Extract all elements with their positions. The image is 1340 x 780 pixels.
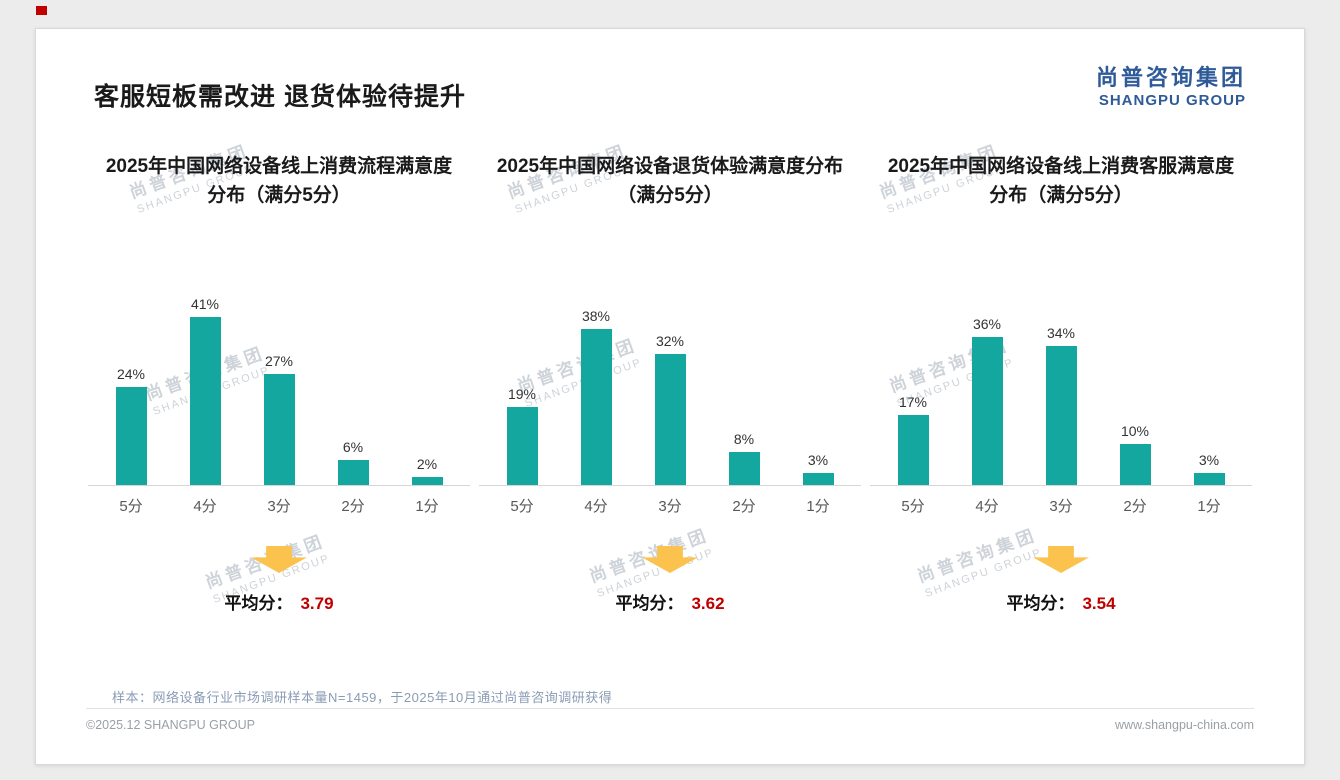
- x-axis-label: 5分: [510, 498, 534, 515]
- average-value: 3.79: [300, 594, 334, 613]
- bar-column: 3%: [789, 452, 847, 485]
- chart-return-satisfaction: 2025年中国网络设备退货体验满意度分布（满分5分） 19% 38% 32% 8% 3%…: [479, 153, 861, 614]
- x-axis-label: 3分: [1049, 498, 1073, 515]
- bar: [1193, 472, 1225, 485]
- bar-column: 8%: [715, 431, 773, 485]
- bar-chart: 19% 38% 32% 8% 3%: [479, 281, 861, 486]
- x-axis: 5分 4分 3分 2分 1分: [88, 486, 470, 516]
- bar: [411, 476, 443, 485]
- charts-row: 2025年中国网络设备线上消费流程满意度分布（满分5分） 24% 41% 27% 6%…: [36, 153, 1304, 614]
- x-axis-label: 4分: [975, 498, 999, 515]
- x-axis: 5分 4分 3分 2分 1分: [870, 486, 1252, 516]
- average-label: 平均分：: [224, 594, 293, 613]
- bar-column: 3%: [1180, 452, 1238, 485]
- down-arrow-icon: [1033, 546, 1089, 573]
- x-axis-label: 3分: [267, 498, 291, 515]
- bar-column: 19%: [493, 386, 551, 485]
- bar-column: 38%: [567, 308, 625, 485]
- bar-column: 34%: [1032, 325, 1090, 485]
- bar-value-label: 32%: [655, 332, 685, 349]
- bar-value-label: 38%: [581, 308, 611, 325]
- x-axis-label: 5分: [901, 498, 925, 515]
- bar-value-label: 17%: [898, 394, 928, 411]
- bar-column: 32%: [641, 333, 699, 485]
- website-text: www.shangpu-china.com: [1115, 718, 1254, 732]
- bar-value-label: 34%: [1046, 324, 1076, 341]
- bar-column: 17%: [884, 394, 942, 485]
- x-axis-label: 4分: [584, 498, 608, 515]
- slide-card: 尚普咨询集团 SHANGPU GROUP 尚普咨询集团 SHANGPU GROUP 尚普…: [35, 28, 1305, 765]
- average-label: 平均分：: [615, 594, 684, 613]
- corner-accent: [36, 6, 47, 15]
- chart-title: 2025年中国网络设备线上消费客服满意度分布（满分5分）: [887, 156, 1235, 206]
- header: 客服短板需改进 退货体验待提升 尚普咨询集团 SHANGPU GROUP: [36, 29, 1304, 113]
- chart-service-satisfaction: 2025年中国网络设备线上消费客服满意度分布（满分5分） 17% 36% 34% 10…: [870, 153, 1252, 614]
- x-axis-label: 2分: [732, 498, 756, 515]
- bar: [115, 386, 147, 485]
- down-arrow-icon: [642, 546, 698, 573]
- average-score: 平均分： 3.79: [88, 589, 470, 614]
- down-arrow-icon: [251, 546, 307, 573]
- average-score: 平均分： 3.62: [479, 589, 861, 614]
- bar-value-label: 8%: [733, 431, 755, 448]
- bar-column: 41%: [176, 296, 234, 485]
- x-axis-label: 1分: [1197, 498, 1221, 515]
- bar-column: 36%: [958, 316, 1016, 485]
- company-logo: 尚普咨询集团 SHANGPU GROUP: [1096, 65, 1246, 110]
- bar-value-label: 3%: [807, 451, 829, 468]
- bar: [189, 316, 221, 485]
- x-axis-label: 1分: [415, 498, 439, 515]
- bar: [506, 407, 538, 485]
- bar-chart: 24% 41% 27% 6% 2%: [88, 281, 470, 486]
- chart-title: 2025年中国网络设备线上消费流程满意度分布（满分5分）: [105, 156, 453, 206]
- x-axis-label: 5分: [119, 498, 143, 515]
- bar: [654, 353, 686, 485]
- footer-bar: ©2025.12 SHANGPU GROUP www.shangpu-china…: [86, 708, 1254, 732]
- bar: [897, 415, 929, 485]
- bar: [263, 374, 295, 485]
- bar: [337, 460, 369, 485]
- logo-text-cn: 尚普咨询集团: [1095, 65, 1246, 90]
- bar: [971, 337, 1003, 485]
- bar-column: 10%: [1106, 423, 1164, 485]
- bar: [802, 472, 834, 485]
- x-axis-label: 1分: [806, 498, 830, 515]
- average-value: 3.54: [1082, 594, 1116, 613]
- bar-chart: 17% 36% 34% 10% 3%: [870, 281, 1252, 486]
- bar-column: 2%: [398, 456, 456, 485]
- copyright-text: ©2025.12 SHANGPU GROUP: [86, 718, 255, 732]
- page-title: 客服短板需改进 退货体验待提升: [94, 83, 466, 111]
- bar-value-label: 2%: [416, 455, 438, 472]
- average-value: 3.62: [691, 594, 725, 613]
- bar-value-label: 27%: [264, 353, 294, 370]
- average-score: 平均分： 3.54: [870, 589, 1252, 614]
- x-axis-label: 2分: [341, 498, 365, 515]
- x-axis-label: 2分: [1123, 498, 1147, 515]
- chart-title: 2025年中国网络设备退货体验满意度分布（满分5分）: [496, 156, 844, 206]
- bar-value-label: 6%: [342, 439, 364, 456]
- bar: [580, 329, 612, 485]
- x-axis: 5分 4分 3分 2分 1分: [479, 486, 861, 516]
- bar-column: 24%: [102, 366, 160, 485]
- bar-column: 6%: [324, 439, 382, 485]
- bar: [1119, 444, 1151, 485]
- bar-value-label: 19%: [507, 386, 537, 403]
- x-axis-label: 4分: [193, 498, 217, 515]
- chart-process-satisfaction: 2025年中国网络设备线上消费流程满意度分布（满分5分） 24% 41% 27% 6%…: [88, 153, 470, 614]
- average-label: 平均分：: [1006, 594, 1075, 613]
- bar-value-label: 36%: [972, 316, 1002, 333]
- logo-text-en: SHANGPU GROUP: [1098, 92, 1246, 110]
- bar: [1045, 345, 1077, 485]
- bar-value-label: 41%: [190, 295, 220, 312]
- x-axis-label: 3分: [658, 498, 682, 515]
- bar: [728, 452, 760, 485]
- bar-value-label: 24%: [116, 365, 146, 382]
- sample-note: 样本：网络设备行业市场调研样本量N=1459，于2025年10月通过尚普咨询调研…: [112, 690, 613, 705]
- bar-column: 27%: [250, 353, 308, 485]
- bar-value-label: 10%: [1120, 423, 1150, 439]
- bar-value-label: 3%: [1198, 451, 1220, 468]
